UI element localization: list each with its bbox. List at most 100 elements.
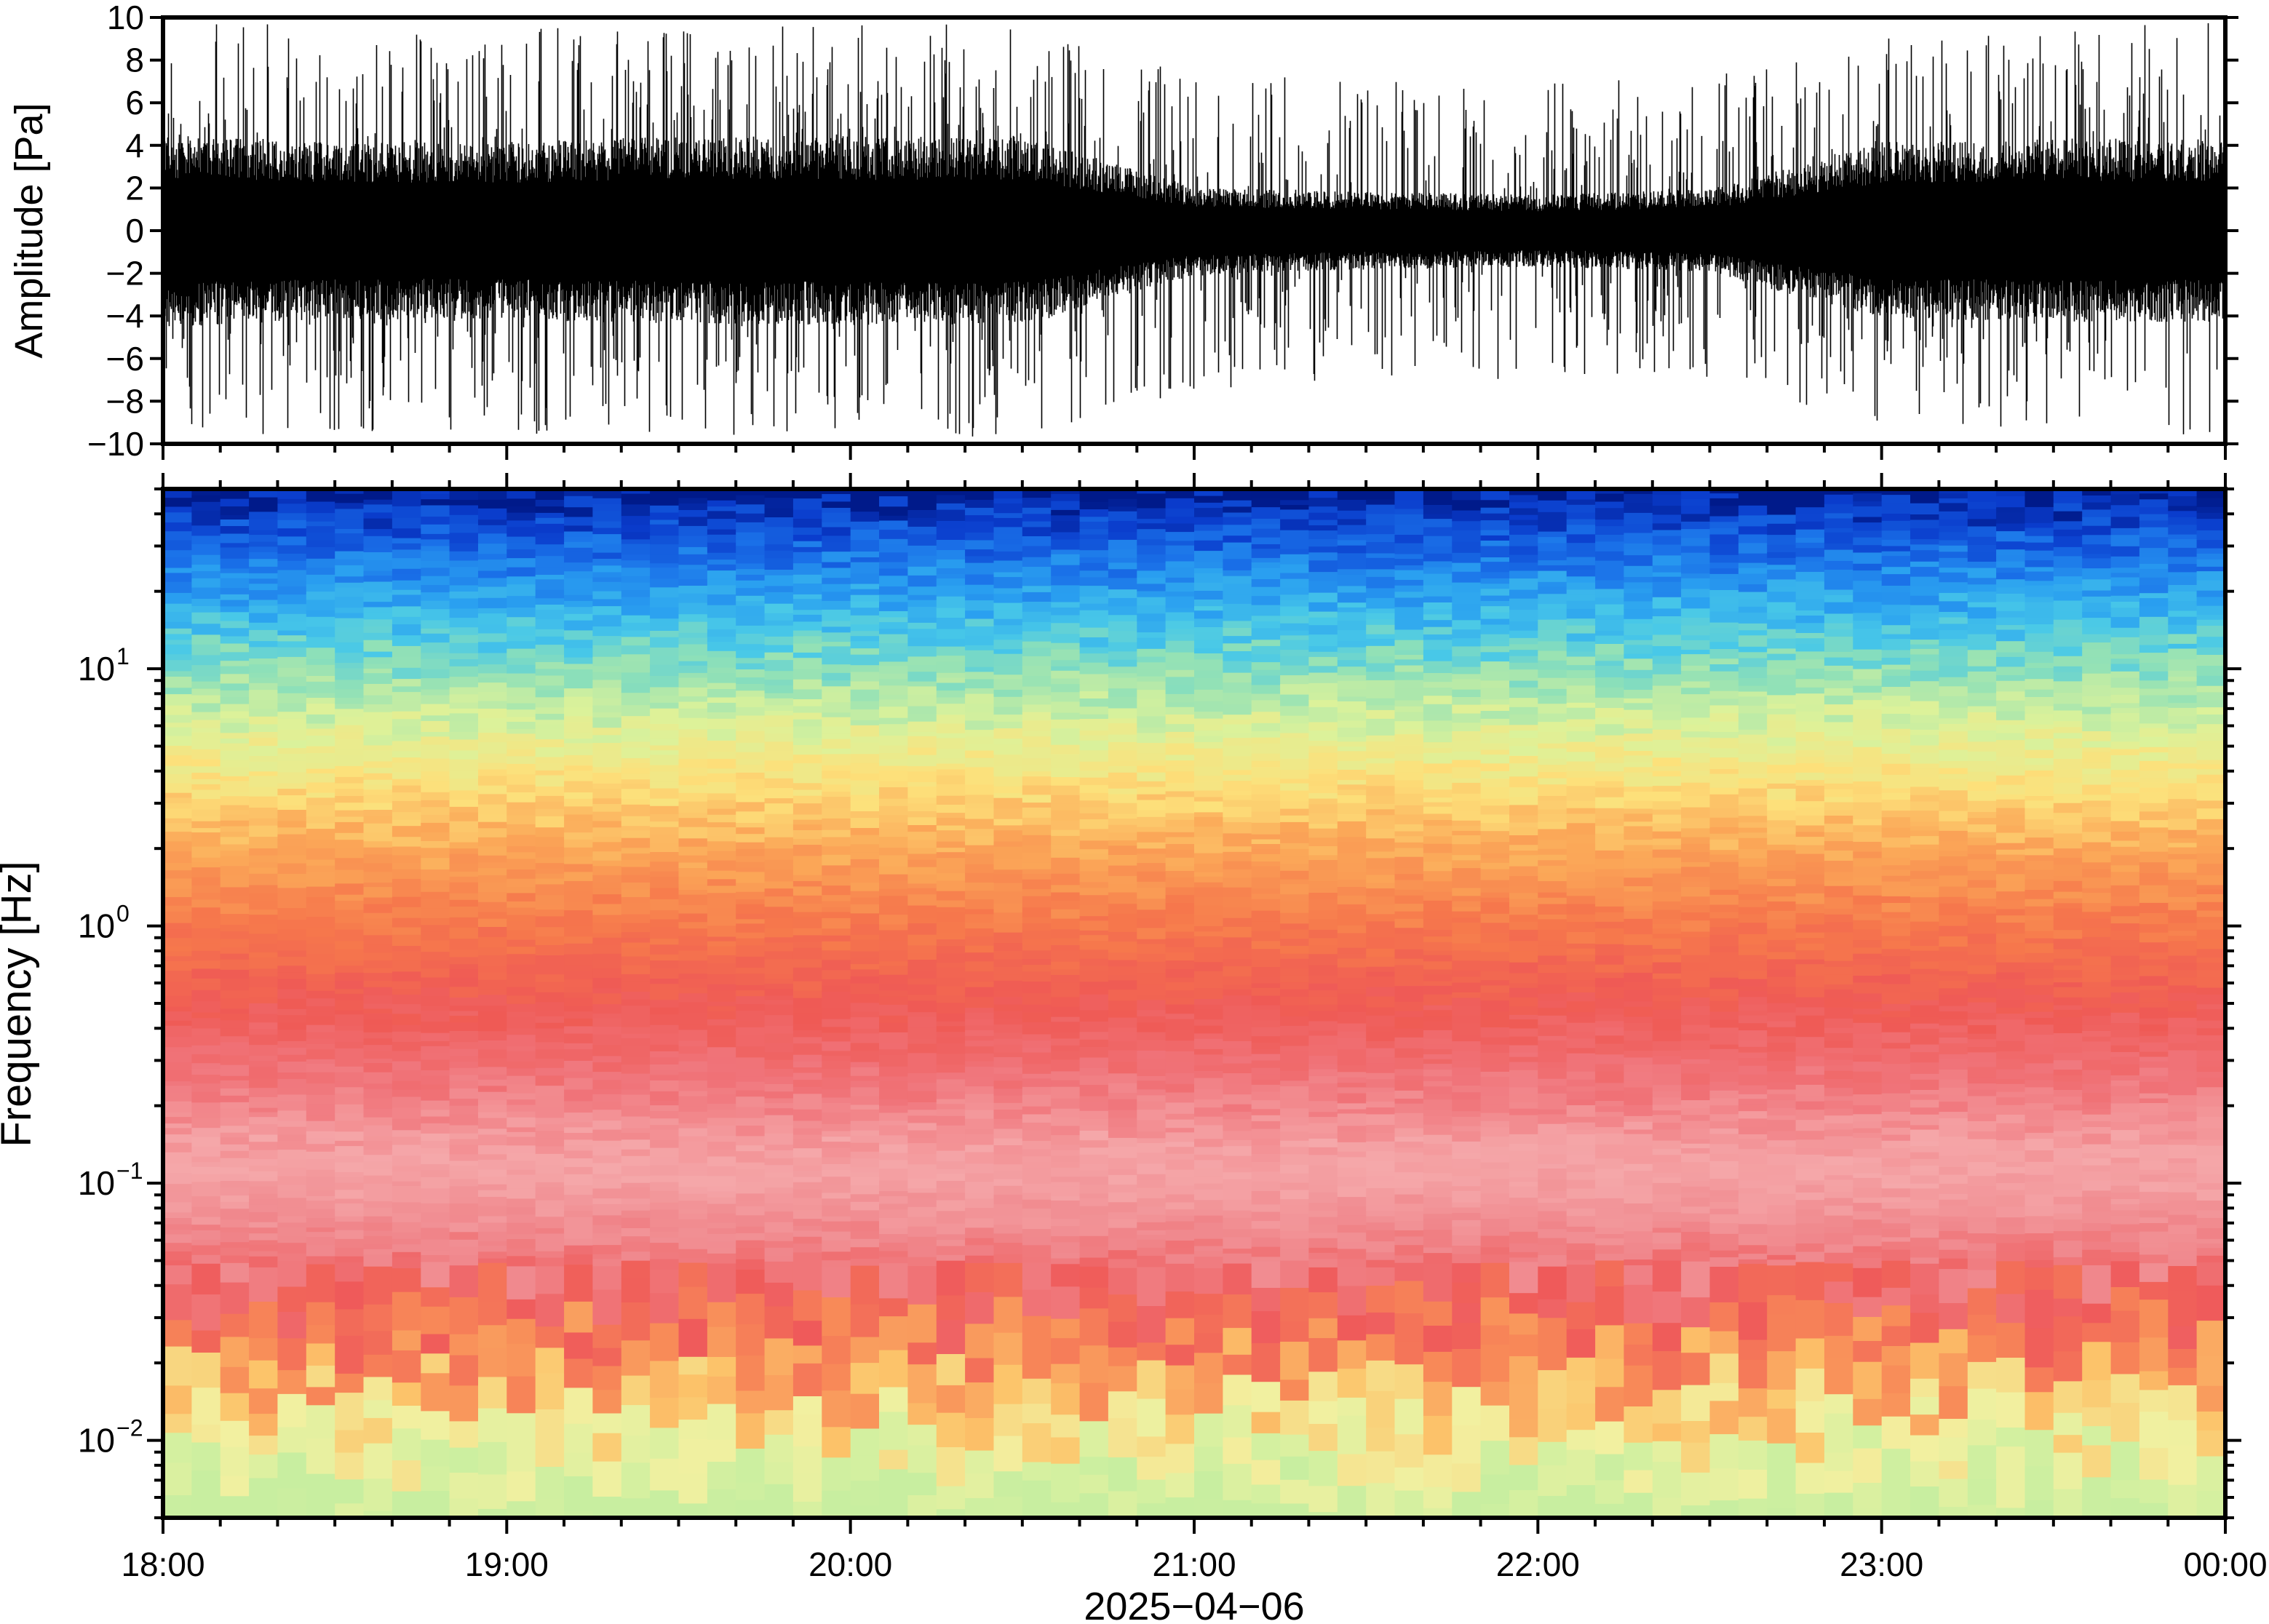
- spectrogram-cell: [277, 839, 307, 847]
- spectrogram-cell: [1022, 971, 1052, 982]
- spectrogram-cell: [592, 1497, 622, 1518]
- spectrogram-cell: [1108, 742, 1138, 751]
- spectrogram-cell: [277, 888, 307, 899]
- spectrogram-cell: [392, 701, 422, 712]
- spectrogram-cell: [249, 855, 279, 863]
- spectrogram-cell: [277, 1393, 307, 1428]
- spectrogram-cell: [592, 1163, 622, 1170]
- spectrogram-cell: [965, 672, 995, 680]
- spectrogram-cell: [564, 1101, 594, 1113]
- spectrogram-cell: [736, 795, 766, 803]
- spectrogram-cell: [965, 584, 995, 595]
- spectrogram-cell: [764, 942, 794, 952]
- spectrogram-cell: [1308, 1064, 1338, 1070]
- spectrogram-cell: [936, 1234, 966, 1241]
- spectrogram-cell: [736, 1035, 766, 1047]
- spectrogram-cell: [335, 1066, 365, 1073]
- spectrogram-cell: [306, 1195, 335, 1201]
- spectrogram-cell: [277, 1253, 307, 1262]
- spectrogram-cell: [1079, 1177, 1109, 1185]
- spectrogram-cell: [650, 960, 680, 969]
- spectrogram-cell: [1337, 540, 1367, 546]
- spectrogram-cell: [993, 739, 1023, 745]
- spectrogram-cell: [335, 1030, 365, 1043]
- spectrogram-cell: [822, 1137, 851, 1142]
- spectrogram-cell: [421, 551, 450, 562]
- spectrogram-cell: [392, 763, 422, 773]
- spectrogram-cell: [1280, 1070, 1310, 1081]
- spectrogram-cell: [1051, 918, 1081, 930]
- spectrogram-cell: [1337, 770, 1367, 781]
- spectrogram-cell: [1423, 626, 1453, 635]
- spectrogram-cell: [993, 776, 1023, 787]
- spectrogram-cell: [1137, 1267, 1167, 1307]
- spectrogram-cell: [678, 510, 708, 517]
- spectrogram-cell: [707, 564, 737, 571]
- spectrogram-cell: [449, 1179, 479, 1187]
- spectrogram-cell: [936, 1064, 966, 1073]
- spectrogram-cell: [1251, 700, 1281, 712]
- spectrogram-cell: [764, 1233, 794, 1242]
- spectrogram-cell: [1079, 550, 1109, 558]
- spectrogram-cell: [392, 506, 422, 519]
- spectrogram-cell: [1223, 1463, 1252, 1501]
- spectrogram-cell: [965, 914, 995, 923]
- spectrogram-cell: [879, 562, 909, 569]
- spectrogram-cell: [1022, 720, 1052, 731]
- spectrogram-cell: [1251, 822, 1281, 835]
- spectrogram-cell: [965, 982, 995, 988]
- spectrogram-cell: [1108, 677, 1138, 689]
- spectrogram-cell: [1452, 731, 1482, 741]
- spectrogram-cell: [1022, 945, 1052, 951]
- spectrogram-cell: [1251, 605, 1281, 616]
- spectrogram-cell: [191, 1230, 221, 1241]
- spectrogram-cell: [421, 1198, 450, 1204]
- spectrogram-cell: [1423, 546, 1453, 554]
- spectrogram-cell: [707, 529, 737, 536]
- spectrogram-cell: [764, 536, 794, 545]
- spectrogram-cell: [191, 1102, 221, 1113]
- spectrogram-cell: [1165, 765, 1195, 772]
- spectrogram-cell: [792, 1321, 823, 1346]
- spectrogram-cell: [1194, 1107, 1224, 1118]
- spectrogram-cell: [1165, 685, 1195, 695]
- spectrogram-cell: [1051, 857, 1081, 869]
- spectrogram-cell: [678, 1201, 708, 1210]
- spectrogram-cell: [1079, 853, 1109, 861]
- spectrogram-cell: [163, 550, 193, 558]
- spectrogram-cell: [191, 899, 221, 908]
- spectrogram-cell: [363, 1098, 393, 1110]
- spectrogram-cell: [650, 1091, 680, 1102]
- spectrogram-cell: [535, 1242, 565, 1252]
- spectrogram-cell: [1251, 662, 1281, 671]
- spectrogram-cell: [306, 526, 335, 533]
- spectrogram-cell: [249, 677, 279, 684]
- spectrogram-cell: [678, 1397, 708, 1420]
- spectrogram-cell: [363, 1222, 393, 1231]
- spectrogram-cell: [621, 1210, 651, 1219]
- spectrogram-cell: [1394, 848, 1424, 858]
- spectrogram-cell: [191, 1035, 221, 1046]
- spectrogram-cell: [421, 669, 450, 679]
- spectrogram-cell: [1480, 507, 1510, 514]
- spectrogram-cell: [707, 578, 737, 586]
- spectrogram-cell: [907, 1179, 937, 1189]
- spectrogram-cell: [1251, 731, 1281, 739]
- spectrogram-cell: [564, 1133, 594, 1140]
- spectrogram-cell: [335, 1198, 365, 1204]
- spectrogram-cell: [249, 957, 279, 970]
- spectrogram-cell: [506, 774, 536, 786]
- spectrogram-cell: [592, 1215, 622, 1226]
- spectrogram-cell: [936, 1486, 966, 1510]
- spectrogram-cell: [850, 1167, 880, 1173]
- spectrogram-cell: [850, 763, 880, 774]
- spectrogram-cell: [1137, 1235, 1167, 1241]
- spectrogram-cell: [792, 719, 823, 727]
- spectrogram-cell: [220, 1158, 250, 1168]
- spectrogram-cell: [220, 1476, 250, 1497]
- spectrogram-cell: [1223, 1210, 1252, 1219]
- spectrogram-cell: [1251, 596, 1281, 606]
- spectrogram-cell: [1108, 696, 1138, 709]
- spectrogram-cell: [163, 774, 193, 784]
- spectrogram-cell: [1366, 725, 1396, 736]
